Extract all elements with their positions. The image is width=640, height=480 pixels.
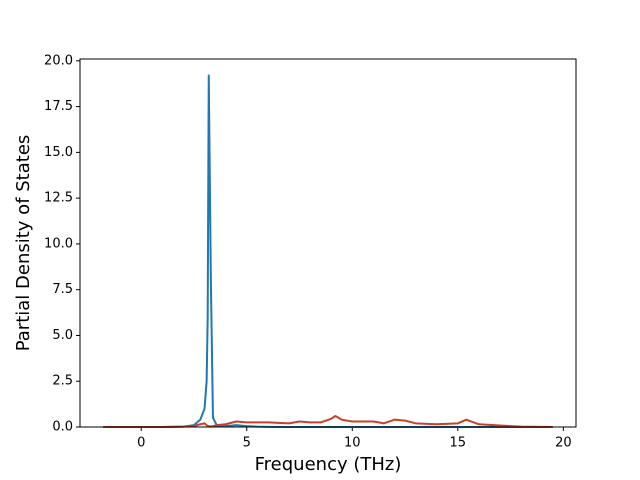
x-axis-label: Frequency (THz): [255, 454, 402, 475]
y-tick-label: 2.5: [52, 374, 73, 389]
plot-frame: [79, 58, 577, 428]
x-tick-label: 10: [344, 436, 361, 451]
y-tick-label: 0.0: [52, 420, 73, 435]
x-tick-label: 0: [137, 436, 145, 451]
y-tick-label: 20.0: [44, 53, 73, 68]
y-tick-label: 7.5: [52, 282, 73, 297]
y-tick-label: 10.0: [44, 236, 73, 251]
line-series: [103, 415, 553, 428]
y-tick-label: 5.0: [52, 328, 73, 343]
x-tick-label: 5: [243, 436, 251, 451]
y-tick-label: 12.5: [44, 191, 73, 206]
x-tick-label: 15: [450, 436, 467, 451]
y-tick-label: 15.0: [44, 145, 73, 160]
line-series: [103, 74, 553, 428]
y-tick-label: 17.5: [44, 99, 73, 114]
x-tick-label: 20: [555, 436, 572, 451]
y-axis-label: Partial Density of States: [13, 135, 34, 352]
